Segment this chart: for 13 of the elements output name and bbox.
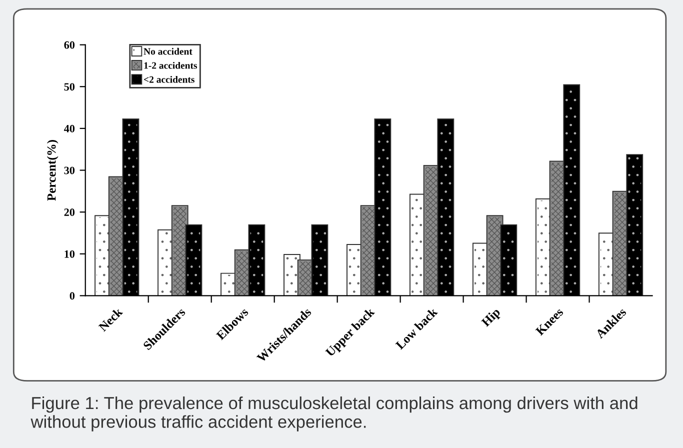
y-tick-label: 40 <box>64 124 75 132</box>
x-tick-label: Hip <box>480 307 502 329</box>
y-tick-label: 60 <box>64 41 75 49</box>
y-tick-label: 10 <box>64 250 75 258</box>
y-tick-label: 50 <box>64 83 75 91</box>
caption: Figure 1: The prevalence of musculoskeletal complains among drivers with and without previous traffic accident experience. <box>30 396 638 432</box>
legend-label: 1-2 accidents <box>144 62 198 69</box>
y-tick-label: 0 <box>70 292 75 300</box>
legend-label: <2 accidents <box>144 76 194 83</box>
y-tick-label: 20 <box>64 208 75 216</box>
legend-label: No accident <box>144 48 192 55</box>
y-axis-title: Percent(%) <box>46 140 58 201</box>
y-tick-label: 30 <box>64 166 75 174</box>
